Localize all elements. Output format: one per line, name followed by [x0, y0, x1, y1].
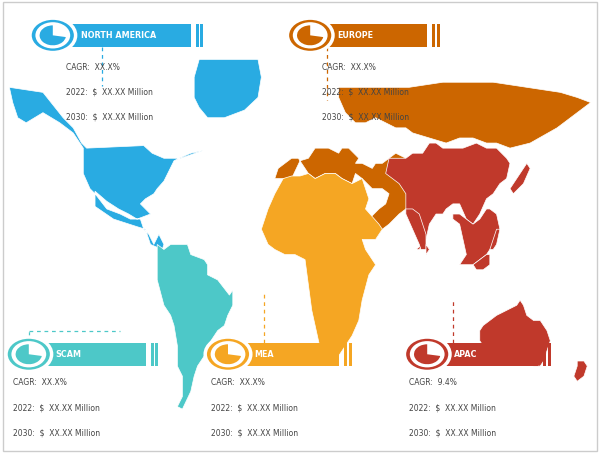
- Circle shape: [11, 341, 46, 367]
- Polygon shape: [574, 361, 587, 381]
- Wedge shape: [16, 344, 42, 364]
- Polygon shape: [262, 173, 382, 366]
- FancyBboxPatch shape: [349, 343, 352, 366]
- Polygon shape: [480, 300, 550, 366]
- Polygon shape: [510, 164, 530, 194]
- Text: MEA: MEA: [254, 350, 274, 359]
- Wedge shape: [414, 344, 440, 364]
- Circle shape: [30, 18, 76, 53]
- Text: 2030:  $  XX.XX Million: 2030: $ XX.XX Million: [66, 112, 153, 121]
- Text: 2030:  $  XX.XX Million: 2030: $ XX.XX Million: [211, 428, 298, 437]
- Wedge shape: [297, 25, 323, 45]
- Text: 2022:  $  XX.XX Million: 2022: $ XX.XX Million: [322, 87, 409, 96]
- Circle shape: [410, 341, 445, 367]
- FancyBboxPatch shape: [71, 24, 191, 47]
- Text: 2022:  $  XX.XX Million: 2022: $ XX.XX Million: [211, 403, 298, 412]
- FancyBboxPatch shape: [151, 343, 154, 366]
- Circle shape: [211, 341, 245, 367]
- FancyBboxPatch shape: [344, 343, 347, 366]
- Wedge shape: [215, 344, 241, 364]
- FancyBboxPatch shape: [328, 24, 427, 47]
- Text: EUROPE: EUROPE: [337, 31, 373, 40]
- Text: SCAM: SCAM: [56, 350, 82, 359]
- Polygon shape: [157, 245, 233, 409]
- Circle shape: [6, 337, 52, 371]
- Text: 2022:  $  XX.XX Million: 2022: $ XX.XX Million: [409, 403, 496, 412]
- Text: NORTH AMERICA: NORTH AMERICA: [81, 31, 156, 40]
- Text: 2030:  $  XX.XX Million: 2030: $ XX.XX Million: [322, 112, 409, 121]
- FancyBboxPatch shape: [437, 24, 440, 47]
- Polygon shape: [194, 59, 262, 118]
- FancyBboxPatch shape: [432, 24, 435, 47]
- Wedge shape: [40, 25, 66, 45]
- Polygon shape: [10, 87, 203, 250]
- FancyBboxPatch shape: [47, 343, 146, 366]
- Text: CAGR:  9.4%: CAGR: 9.4%: [409, 378, 457, 387]
- FancyBboxPatch shape: [155, 343, 158, 366]
- Text: 2022:  $  XX.XX Million: 2022: $ XX.XX Million: [13, 403, 100, 412]
- Text: APAC: APAC: [454, 350, 478, 359]
- FancyBboxPatch shape: [196, 24, 199, 47]
- Text: CAGR:  XX.X%: CAGR: XX.X%: [211, 378, 265, 387]
- Text: CAGR:  XX.X%: CAGR: XX.X%: [66, 63, 120, 72]
- Circle shape: [287, 18, 333, 53]
- Text: CAGR:  XX.X%: CAGR: XX.X%: [13, 378, 67, 387]
- Polygon shape: [338, 82, 590, 148]
- Circle shape: [35, 22, 70, 48]
- Polygon shape: [275, 148, 426, 239]
- Circle shape: [293, 22, 328, 48]
- FancyBboxPatch shape: [246, 343, 339, 366]
- Text: 2022:  $  XX.XX Million: 2022: $ XX.XX Million: [66, 87, 153, 96]
- Circle shape: [205, 337, 251, 371]
- Polygon shape: [386, 143, 510, 250]
- Polygon shape: [406, 209, 426, 250]
- Text: 2030:  $  XX.XX Million: 2030: $ XX.XX Million: [13, 428, 100, 437]
- Polygon shape: [426, 245, 430, 255]
- FancyBboxPatch shape: [200, 24, 203, 47]
- Polygon shape: [490, 229, 500, 250]
- FancyBboxPatch shape: [548, 343, 551, 366]
- Polygon shape: [473, 255, 490, 270]
- Circle shape: [404, 337, 450, 371]
- Text: 2030:  $  XX.XX Million: 2030: $ XX.XX Million: [409, 428, 496, 437]
- FancyBboxPatch shape: [445, 343, 538, 366]
- FancyBboxPatch shape: [543, 343, 546, 366]
- Polygon shape: [453, 209, 500, 265]
- Text: CAGR:  XX.X%: CAGR: XX.X%: [322, 63, 376, 72]
